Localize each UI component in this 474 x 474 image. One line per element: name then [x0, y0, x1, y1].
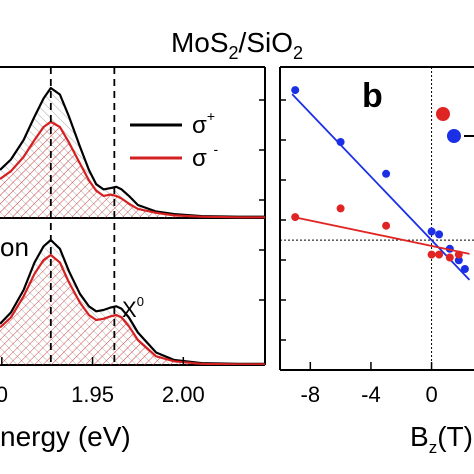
data-point-blue — [336, 138, 345, 146]
data-point-blue — [435, 230, 444, 239]
data-point-red — [454, 250, 463, 259]
spectrum-line-top-sigma-plus — [0, 86, 265, 218]
left-x-tick-label: 1.95 — [71, 382, 114, 407]
data-point-blue — [460, 265, 469, 273]
legend-label-sigma-minus: σ - — [192, 141, 218, 172]
right-x-axis-label: Bz(T) — [410, 421, 473, 457]
data-point-red — [291, 213, 300, 222]
data-point-blue — [382, 169, 391, 178]
right-x-tick-label: -4 — [361, 382, 381, 407]
fit-line-blue — [291, 93, 471, 281]
left-x-axis-label: nergy (eV) — [0, 421, 131, 452]
annotation-x0: X0 — [122, 294, 144, 322]
left-spectra-panel: 0 1.95 2.00 σ+ σ - on X0 nergy (eV) — [0, 66, 266, 452]
spectrum-fill-bottom-sigma-minus — [0, 255, 265, 365]
data-point-blue — [291, 86, 300, 95]
figure-title: MoS2/SiO2 — [171, 27, 303, 63]
right-zeeman-panel: -8 -4 0 b Bz(T) — [279, 66, 474, 457]
annotation-on: on — [0, 232, 29, 262]
data-point-blue — [427, 227, 436, 236]
left-x-tick-label: 2.00 — [162, 382, 205, 407]
fit-line-red — [291, 215, 470, 255]
legend-marker-red — [436, 107, 450, 121]
data-point-red — [435, 250, 444, 259]
spectrum-line-bottom-sigma-plus — [0, 238, 265, 365]
spectrum-line-bottom-sigma-minus — [0, 253, 265, 365]
data-point-red — [445, 253, 454, 262]
right-x-tick-label: 0 — [425, 382, 437, 407]
data-point-red — [427, 250, 436, 259]
spectrum-line-top-sigma-minus — [0, 120, 265, 219]
data-point-red — [382, 221, 391, 230]
right-x-tick-label: -8 — [301, 382, 321, 407]
spectrum-fill-top-sigma-minus — [0, 121, 265, 218]
data-point-blue — [454, 256, 463, 265]
left-x-tick-label: 0 — [0, 382, 8, 407]
legend-marker-blue — [447, 129, 461, 143]
data-point-red — [336, 204, 345, 213]
legend-label-sigma-plus: σ+ — [192, 108, 215, 139]
panel-label-b: b — [362, 77, 383, 115]
